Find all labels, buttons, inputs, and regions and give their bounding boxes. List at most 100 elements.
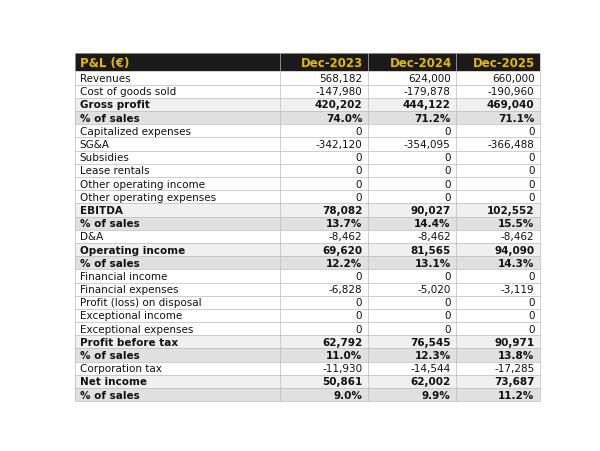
FancyBboxPatch shape: [457, 138, 540, 151]
FancyBboxPatch shape: [457, 283, 540, 296]
FancyBboxPatch shape: [75, 151, 280, 164]
FancyBboxPatch shape: [457, 178, 540, 191]
FancyBboxPatch shape: [457, 349, 540, 362]
FancyBboxPatch shape: [457, 322, 540, 336]
FancyBboxPatch shape: [75, 112, 280, 125]
Text: 420,202: 420,202: [315, 100, 362, 110]
FancyBboxPatch shape: [368, 125, 457, 138]
FancyBboxPatch shape: [368, 270, 457, 283]
Text: -8,462: -8,462: [501, 232, 535, 242]
FancyBboxPatch shape: [280, 191, 368, 204]
Text: -14,544: -14,544: [410, 364, 451, 373]
Text: Dec-2025: Dec-2025: [473, 57, 535, 69]
Text: 0: 0: [356, 153, 362, 163]
Text: 102,552: 102,552: [487, 206, 535, 216]
FancyBboxPatch shape: [280, 72, 368, 85]
Text: 78,082: 78,082: [322, 206, 362, 216]
Text: Exceptional expenses: Exceptional expenses: [80, 324, 193, 334]
FancyBboxPatch shape: [75, 309, 280, 322]
Text: 444,122: 444,122: [403, 100, 451, 110]
Text: Financial income: Financial income: [80, 272, 167, 281]
FancyBboxPatch shape: [280, 151, 368, 164]
Text: -354,095: -354,095: [404, 140, 451, 150]
Text: 0: 0: [444, 179, 451, 189]
FancyBboxPatch shape: [368, 244, 457, 257]
Text: 69,620: 69,620: [322, 245, 362, 255]
Text: 0: 0: [444, 272, 451, 281]
FancyBboxPatch shape: [280, 322, 368, 336]
Text: Other operating expenses: Other operating expenses: [80, 192, 216, 202]
FancyBboxPatch shape: [457, 98, 540, 112]
FancyBboxPatch shape: [280, 164, 368, 178]
Text: Exceptional income: Exceptional income: [80, 311, 182, 321]
Text: 71.2%: 71.2%: [415, 113, 451, 123]
FancyBboxPatch shape: [457, 217, 540, 230]
FancyBboxPatch shape: [457, 388, 540, 401]
FancyBboxPatch shape: [457, 151, 540, 164]
Text: 0: 0: [444, 311, 451, 321]
Text: 9.9%: 9.9%: [422, 390, 451, 400]
FancyBboxPatch shape: [368, 322, 457, 336]
FancyBboxPatch shape: [368, 283, 457, 296]
FancyBboxPatch shape: [75, 98, 280, 112]
FancyBboxPatch shape: [368, 375, 457, 388]
Text: 94,090: 94,090: [494, 245, 535, 255]
FancyBboxPatch shape: [368, 349, 457, 362]
FancyBboxPatch shape: [368, 388, 457, 401]
Text: -6,828: -6,828: [329, 285, 362, 295]
Text: -147,980: -147,980: [316, 87, 362, 97]
Text: Dec-2023: Dec-2023: [301, 57, 364, 69]
FancyBboxPatch shape: [457, 72, 540, 85]
FancyBboxPatch shape: [457, 191, 540, 204]
FancyBboxPatch shape: [368, 178, 457, 191]
Text: Lease rentals: Lease rentals: [80, 166, 149, 176]
FancyBboxPatch shape: [75, 85, 280, 98]
Text: % of sales: % of sales: [80, 219, 139, 229]
FancyBboxPatch shape: [280, 138, 368, 151]
Text: 50,861: 50,861: [322, 377, 362, 387]
Text: 62,002: 62,002: [410, 377, 451, 387]
Text: 0: 0: [528, 298, 535, 308]
FancyBboxPatch shape: [368, 72, 457, 85]
Text: 0: 0: [356, 311, 362, 321]
FancyBboxPatch shape: [75, 244, 280, 257]
Text: Gross profit: Gross profit: [80, 100, 149, 110]
FancyBboxPatch shape: [368, 230, 457, 244]
FancyBboxPatch shape: [280, 54, 368, 72]
Text: -5,020: -5,020: [418, 285, 451, 295]
Text: 0: 0: [444, 192, 451, 202]
Text: D&A: D&A: [80, 232, 103, 242]
Text: 13.8%: 13.8%: [498, 350, 535, 360]
Text: 71.1%: 71.1%: [498, 113, 535, 123]
Text: -11,930: -11,930: [322, 364, 362, 373]
FancyBboxPatch shape: [75, 349, 280, 362]
FancyBboxPatch shape: [280, 362, 368, 375]
Text: Operating income: Operating income: [80, 245, 185, 255]
FancyBboxPatch shape: [368, 98, 457, 112]
FancyBboxPatch shape: [280, 85, 368, 98]
FancyBboxPatch shape: [75, 72, 280, 85]
Text: % of sales: % of sales: [80, 350, 139, 360]
FancyBboxPatch shape: [280, 309, 368, 322]
FancyBboxPatch shape: [280, 388, 368, 401]
Text: 0: 0: [444, 166, 451, 176]
Text: Net income: Net income: [80, 377, 146, 387]
Text: -8,462: -8,462: [417, 232, 451, 242]
Text: % of sales: % of sales: [80, 258, 139, 268]
Text: Revenues: Revenues: [80, 74, 130, 84]
FancyBboxPatch shape: [368, 362, 457, 375]
FancyBboxPatch shape: [75, 270, 280, 283]
FancyBboxPatch shape: [457, 244, 540, 257]
Text: 11.0%: 11.0%: [326, 350, 362, 360]
FancyBboxPatch shape: [457, 309, 540, 322]
Text: -8,462: -8,462: [329, 232, 362, 242]
Text: Subsidies: Subsidies: [80, 153, 130, 163]
FancyBboxPatch shape: [75, 125, 280, 138]
Text: 0: 0: [356, 126, 362, 136]
Text: 0: 0: [528, 153, 535, 163]
FancyBboxPatch shape: [368, 204, 457, 217]
Text: 0: 0: [356, 166, 362, 176]
Text: 568,182: 568,182: [319, 74, 362, 84]
FancyBboxPatch shape: [75, 283, 280, 296]
Text: Corporation tax: Corporation tax: [80, 364, 161, 373]
